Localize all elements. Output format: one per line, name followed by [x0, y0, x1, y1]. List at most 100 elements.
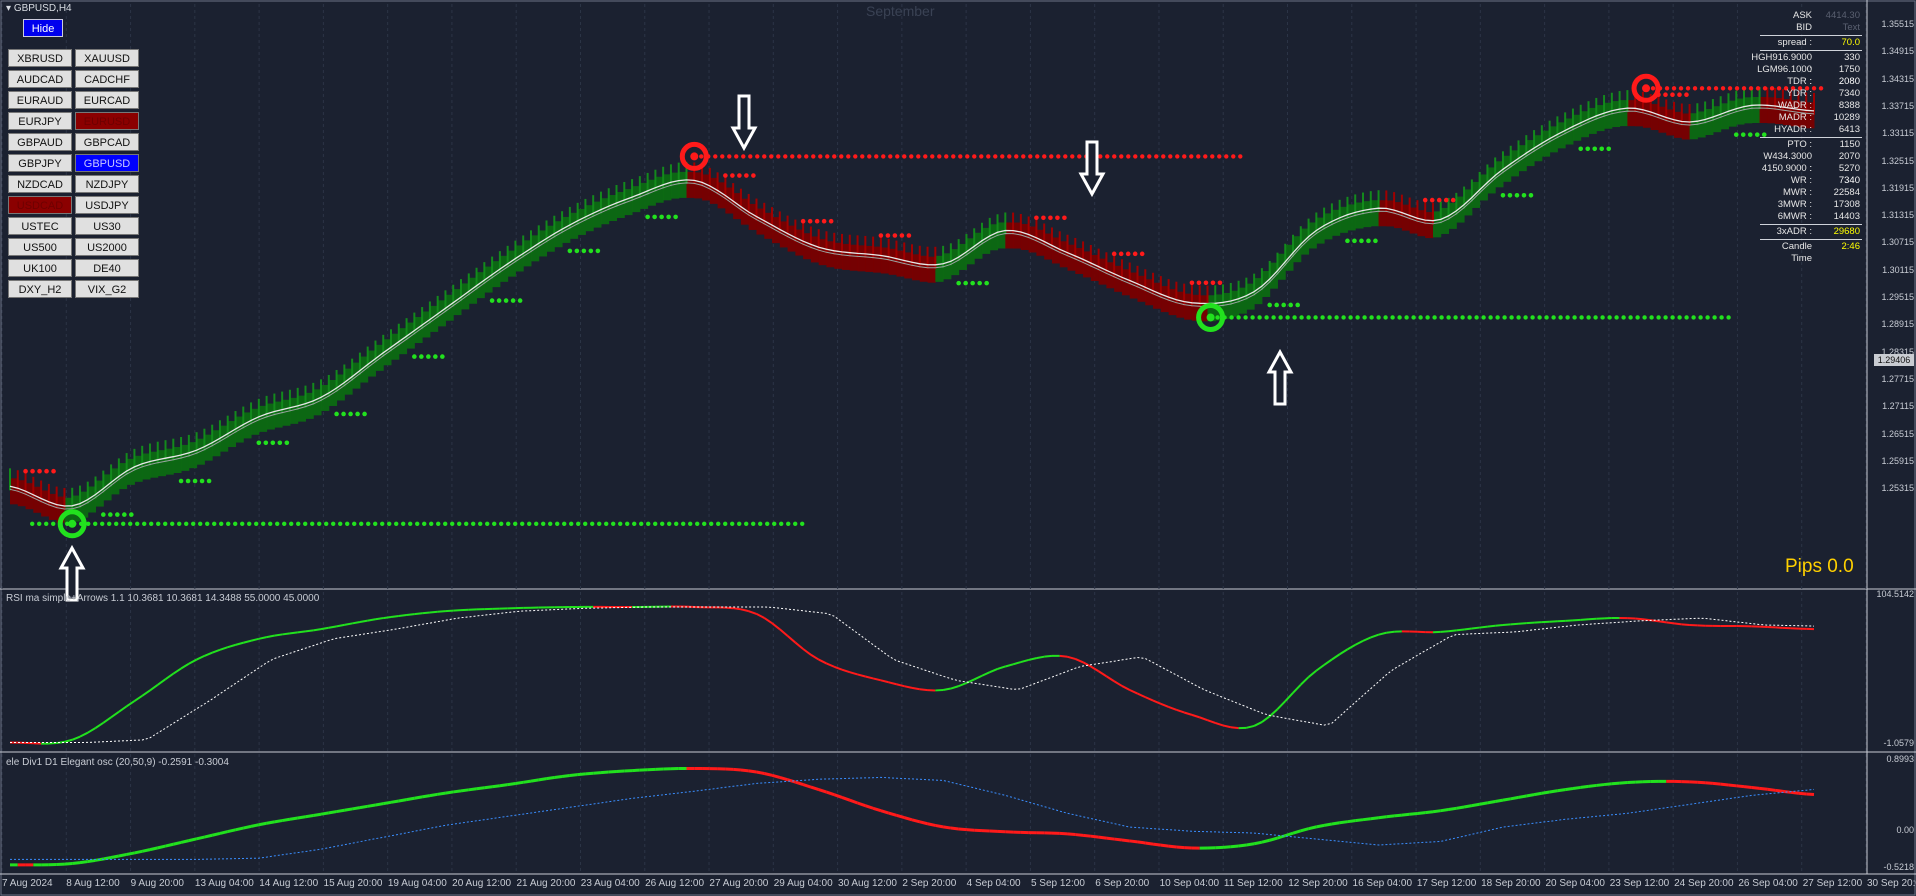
symbol-button-us2000[interactable]: US2000: [75, 238, 139, 256]
rsi-line: [1331, 653, 1341, 661]
trend-band: [1759, 97, 1768, 124]
trend-band: [1611, 101, 1621, 128]
trend-band: [1347, 204, 1356, 231]
osc-line: [919, 820, 928, 826]
support-dots: [268, 521, 273, 526]
rsi-line: [872, 677, 882, 682]
osc-line: [1246, 842, 1255, 847]
price-tick-label: 1.34915: [1881, 46, 1914, 57]
support-dots: [1236, 315, 1241, 320]
info-value: 14403: [1833, 211, 1860, 222]
trend-dots-down: [1443, 197, 1449, 203]
time-tick-label: 30 Aug 12:00: [838, 878, 897, 889]
trend-band: [1806, 102, 1815, 129]
info-key: W434.3000 :: [1763, 151, 1812, 174]
hide-button[interactable]: Hide: [23, 19, 63, 37]
rsi-line: [1323, 658, 1333, 666]
osc-line: [196, 835, 205, 841]
support-dots: [359, 521, 364, 526]
price-tick-label: 1.30715: [1881, 237, 1914, 248]
symbol-button-eurcad[interactable]: EURCAD: [75, 91, 139, 109]
support-dots: [667, 521, 672, 526]
rsi-line: [810, 653, 820, 661]
symbol-button-us30[interactable]: US30: [75, 217, 139, 235]
trend-band: [1191, 294, 1201, 321]
support-dots: [100, 521, 105, 526]
symbol-button-eurjpy[interactable]: EURJPY: [8, 112, 72, 130]
support-dots: [709, 521, 714, 526]
support-dots: [583, 521, 588, 526]
symbol-button-xauusd[interactable]: XAUUSD: [75, 49, 139, 67]
support-dots: [625, 521, 630, 526]
rsi-signal-line: [10, 606, 1815, 743]
symbol-button-us500[interactable]: US500: [8, 238, 72, 256]
support-dots: [338, 521, 343, 526]
support-dots: [1257, 315, 1262, 320]
support-dots: [282, 521, 287, 526]
support-dots: [1285, 315, 1290, 320]
symbol-button-usdjpy[interactable]: USDJPY: [75, 196, 139, 214]
osc-line: [499, 783, 508, 788]
symbol-button-euraud[interactable]: EURAUD: [8, 91, 72, 109]
trend-band: [1697, 111, 1706, 138]
resistance-dots: [888, 154, 893, 159]
osc-line: [1588, 783, 1597, 788]
symbol-button-uk100[interactable]: UK100: [8, 259, 72, 277]
symbol-button-audcad[interactable]: AUDCAD: [8, 70, 72, 88]
rsi-line: [445, 609, 454, 613]
symbol-button-cadchf[interactable]: CADCHF: [75, 70, 139, 88]
osc-line: [141, 848, 151, 853]
resistance-dots: [832, 154, 837, 159]
rsi-line: [282, 632, 291, 636]
trend-dots-up: [595, 248, 601, 254]
info-key: WADR :: [1778, 100, 1812, 111]
symbol-button-xbrusd[interactable]: XBRUSD: [8, 49, 72, 67]
support-dots: [226, 521, 231, 526]
resistance-dots: [1706, 86, 1712, 91]
symbol-button-gbpjpy[interactable]: GBPJPY: [8, 154, 72, 172]
trend-dots-down: [814, 218, 820, 224]
support-dots: [1551, 315, 1556, 320]
symbol-button-gbpcad[interactable]: GBPCAD: [75, 133, 139, 151]
trend-dots-up: [206, 478, 212, 484]
info-key: spread :: [1777, 37, 1812, 48]
symbol-button-de40[interactable]: DE40: [75, 259, 139, 277]
trend-dots-up: [673, 214, 678, 220]
support-dots: [1544, 315, 1549, 320]
symbol-button-dxy_h2[interactable]: DXY_H2: [8, 280, 72, 298]
collapse-triangle-icon[interactable]: ▾: [6, 3, 14, 14]
resistance-dots: [1664, 86, 1670, 91]
trend-band: [1604, 102, 1613, 129]
resistance-dots: [1021, 154, 1026, 159]
symbol-button-eurusd[interactable]: EURUSD: [75, 112, 139, 130]
trend-dots-up: [1747, 132, 1753, 137]
symbol-button-nzdcad[interactable]: NZDCAD: [8, 175, 72, 193]
rsi-line: [1090, 665, 1100, 673]
symbol-button-usdcad[interactable]: USDCAD: [8, 196, 72, 214]
resistance-dots: [1224, 154, 1229, 159]
symbol-button-vix_g2[interactable]: VIX_G2: [75, 280, 139, 298]
info-value: 2:46: [1841, 241, 1861, 252]
info-value: 1150: [1839, 139, 1860, 150]
trend-band: [398, 328, 408, 355]
symbol-button-gbpusd[interactable]: GBPUSD: [75, 154, 139, 172]
resistance-dots: [755, 154, 760, 159]
support-dots: [1607, 315, 1612, 320]
trend-dots-up: [1514, 192, 1520, 198]
trend-band: [1378, 200, 1387, 227]
symbol-button-nzdjpy[interactable]: NZDJPY: [75, 175, 139, 193]
symbol-button-gbpaud[interactable]: GBPAUD: [8, 133, 72, 151]
symbol-button-ustec[interactable]: USTEC: [8, 217, 72, 235]
price-tick-label: 1.35515: [1881, 19, 1914, 29]
trend-band: [56, 496, 65, 523]
resistance-dots: [1804, 86, 1810, 91]
osc-line: [1222, 845, 1231, 849]
trend-dots-down: [1670, 92, 1675, 98]
support-dots: [380, 521, 385, 526]
time-tick-label: 5 Sep 12:00: [1030, 878, 1085, 889]
osc-line: [1331, 821, 1340, 826]
rsi-line: [313, 628, 322, 632]
support-dots: [793, 521, 798, 526]
trend-dots-down: [1656, 92, 1661, 98]
